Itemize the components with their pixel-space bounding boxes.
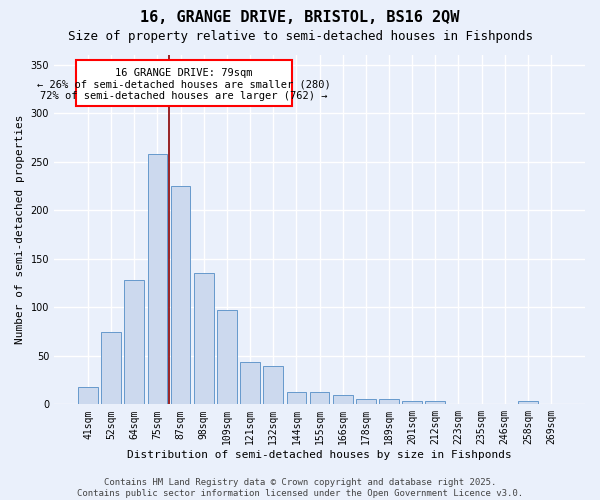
Bar bbox=[310, 392, 329, 404]
Bar bbox=[402, 402, 422, 404]
Bar bbox=[518, 402, 538, 404]
Text: 16, GRANGE DRIVE, BRISTOL, BS16 2QW: 16, GRANGE DRIVE, BRISTOL, BS16 2QW bbox=[140, 10, 460, 25]
Bar bbox=[124, 280, 144, 404]
Bar bbox=[287, 392, 306, 404]
Bar bbox=[356, 398, 376, 404]
Bar bbox=[425, 402, 445, 404]
Bar bbox=[194, 274, 214, 404]
Bar bbox=[217, 310, 237, 404]
X-axis label: Distribution of semi-detached houses by size in Fishponds: Distribution of semi-detached houses by … bbox=[127, 450, 512, 460]
Y-axis label: Number of semi-detached properties: Number of semi-detached properties bbox=[15, 115, 25, 344]
Text: 72% of semi-detached houses are larger (762) →: 72% of semi-detached houses are larger (… bbox=[40, 91, 328, 101]
Bar bbox=[379, 400, 399, 404]
Bar bbox=[101, 332, 121, 404]
Text: 16 GRANGE DRIVE: 79sqm: 16 GRANGE DRIVE: 79sqm bbox=[115, 68, 253, 78]
Bar bbox=[171, 186, 190, 404]
Text: Size of property relative to semi-detached houses in Fishponds: Size of property relative to semi-detach… bbox=[67, 30, 533, 43]
Text: ← 26% of semi-detached houses are smaller (280): ← 26% of semi-detached houses are smalle… bbox=[37, 80, 331, 90]
Bar bbox=[333, 394, 353, 404]
Bar bbox=[78, 387, 98, 404]
Text: Contains HM Land Registry data © Crown copyright and database right 2025.
Contai: Contains HM Land Registry data © Crown c… bbox=[77, 478, 523, 498]
Bar bbox=[76, 60, 292, 106]
Bar bbox=[263, 366, 283, 405]
Bar bbox=[148, 154, 167, 405]
Bar bbox=[240, 362, 260, 405]
